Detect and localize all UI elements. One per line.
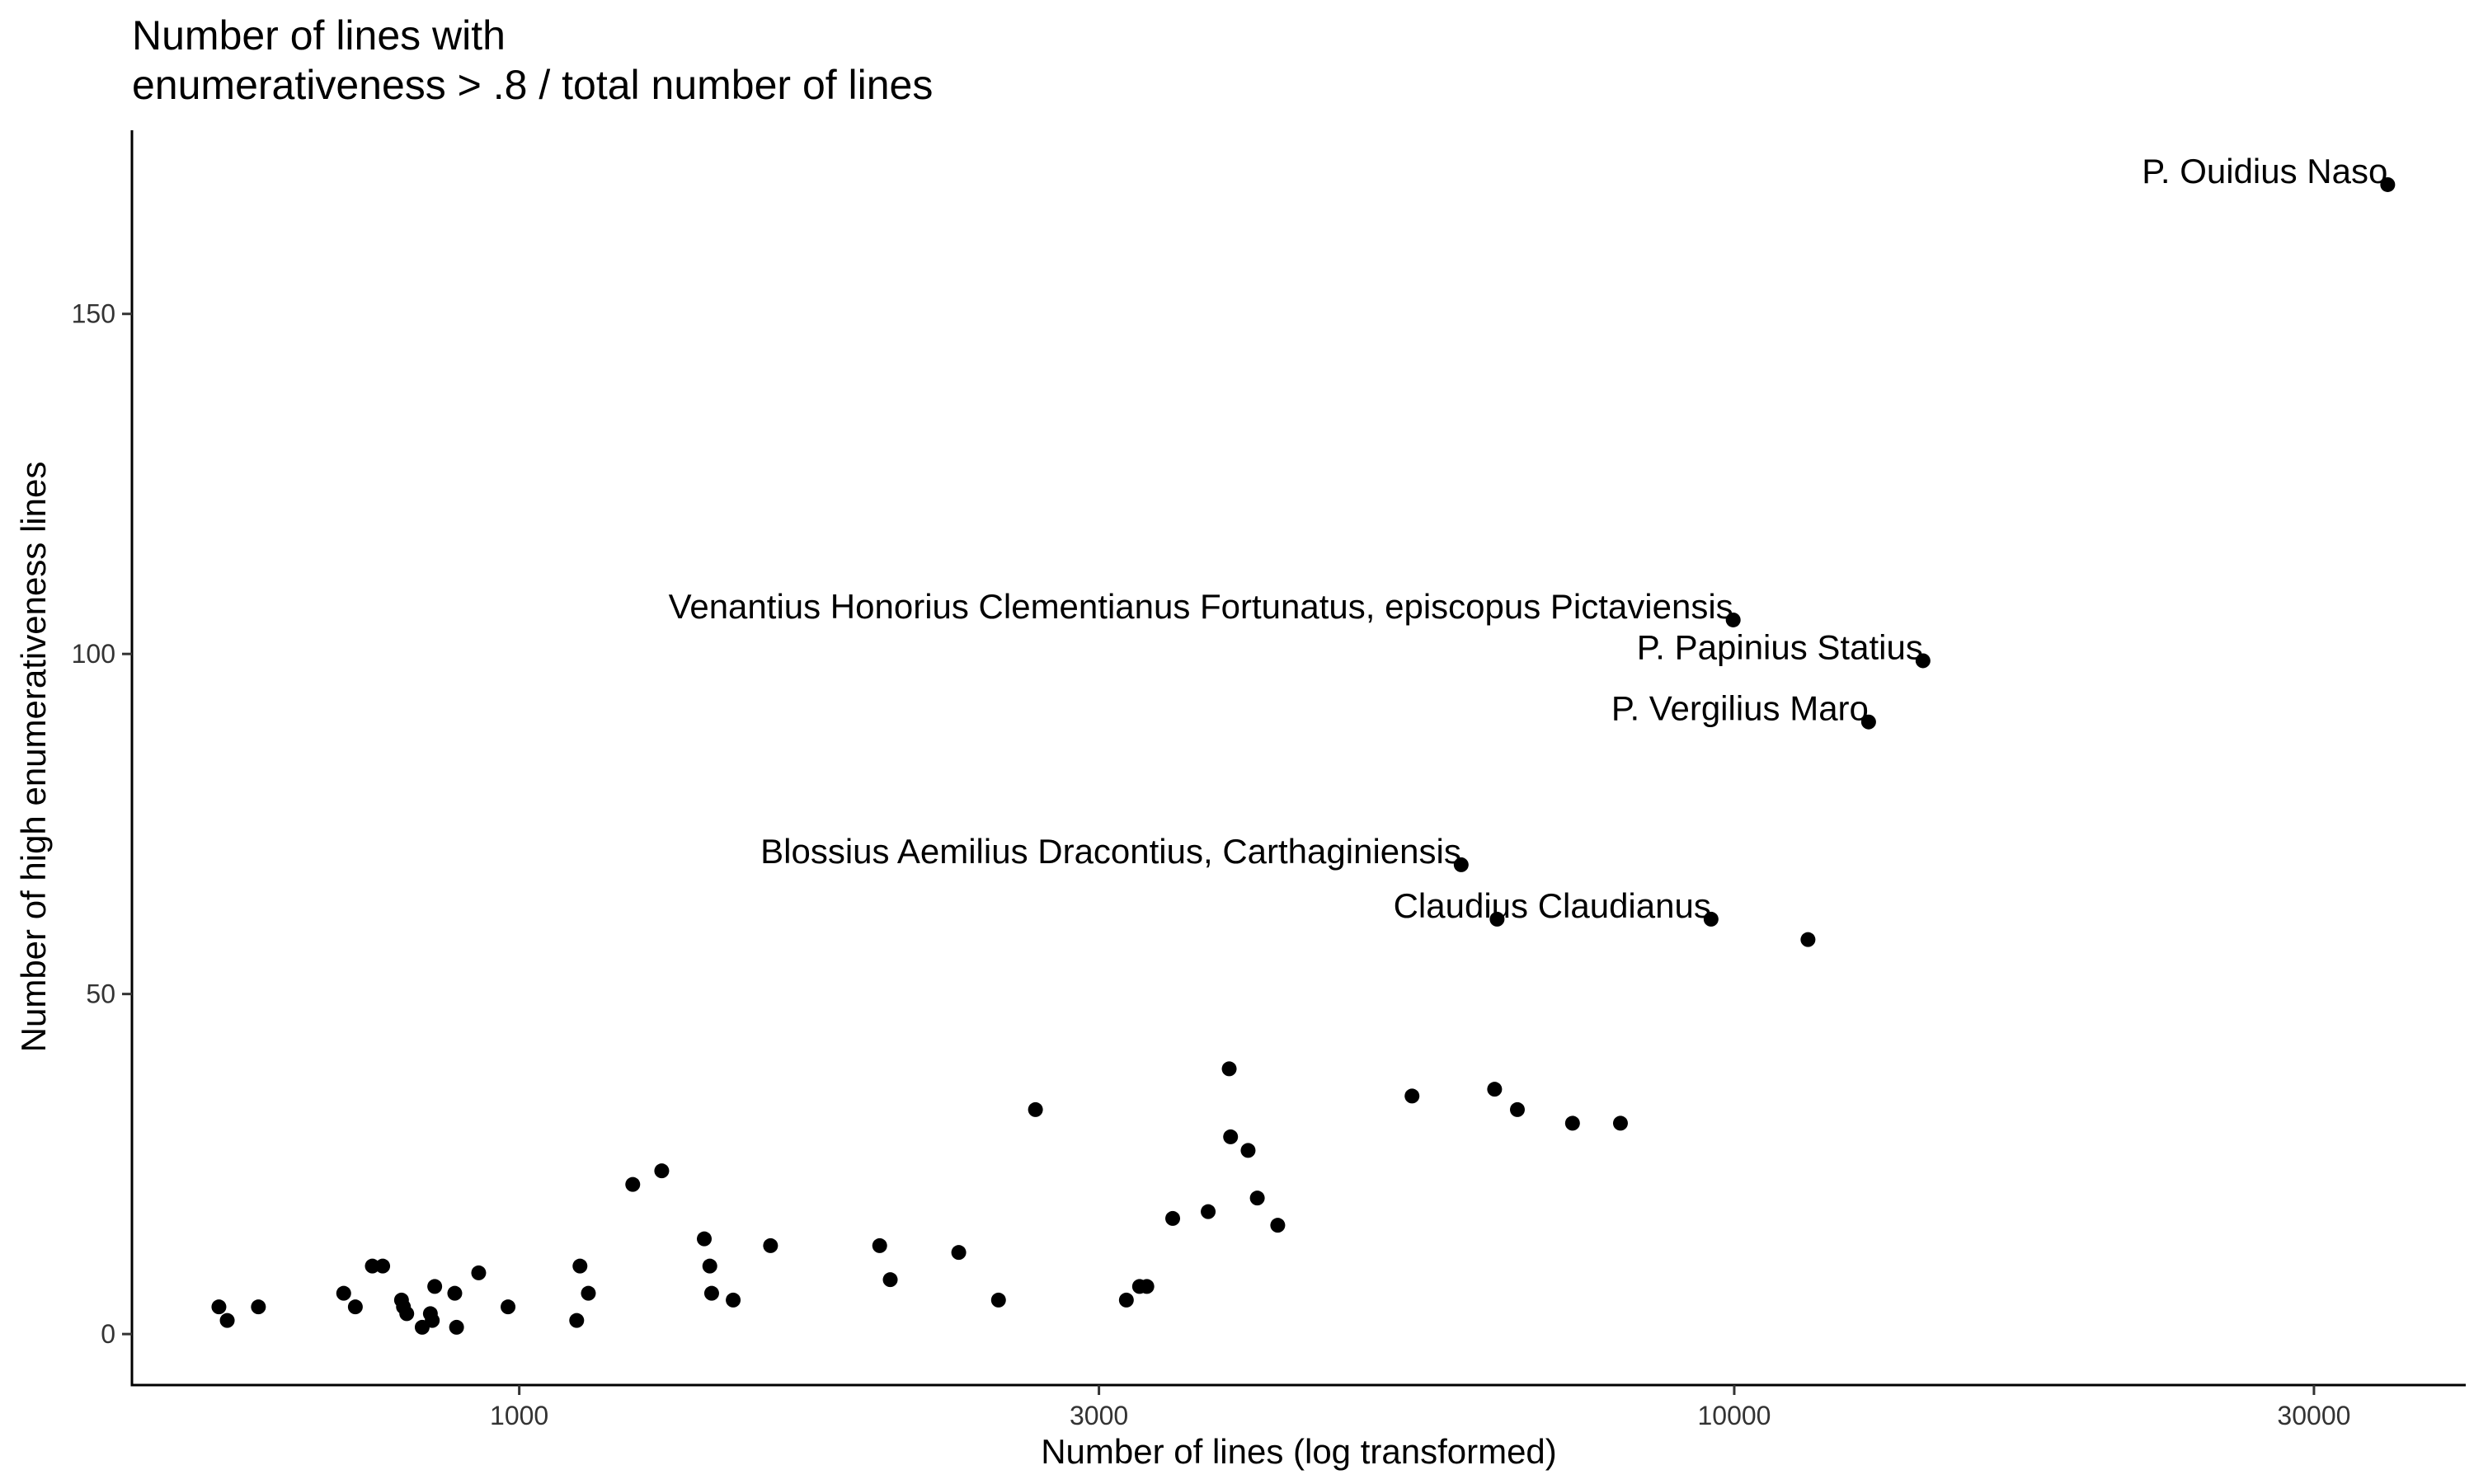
data-point bbox=[336, 1285, 351, 1301]
data-point bbox=[1201, 1204, 1216, 1219]
point-labels: P. Ouidius Naso Venantius Honorius Clemen… bbox=[669, 152, 2388, 925]
data-point bbox=[872, 1237, 887, 1253]
data-point bbox=[501, 1299, 516, 1315]
data-point bbox=[347, 1299, 363, 1315]
data-point bbox=[425, 1313, 440, 1328]
data-point bbox=[572, 1258, 588, 1274]
data-point bbox=[447, 1285, 463, 1301]
data-point bbox=[1404, 1088, 1420, 1104]
x-tick-label: 1000 bbox=[490, 1401, 548, 1430]
data-point bbox=[251, 1299, 266, 1315]
data-point bbox=[625, 1176, 641, 1192]
x-tick-label: 3000 bbox=[1070, 1401, 1128, 1430]
data-point bbox=[2380, 176, 2396, 192]
data-point bbox=[1509, 1101, 1525, 1117]
data-point bbox=[1139, 1279, 1155, 1294]
point-label: Claudius Claudianus bbox=[1394, 886, 1711, 925]
data-point bbox=[1118, 1292, 1134, 1308]
x-axis-label: Number of lines (log transformed) bbox=[1041, 1432, 1557, 1471]
data-point bbox=[1487, 1082, 1503, 1097]
y-tick-label: 100 bbox=[72, 639, 115, 669]
chart-title-line-2: enumerativeness > .8 / total number of l… bbox=[132, 62, 933, 108]
point-label: P. Vergilius Maro bbox=[1611, 689, 1869, 728]
y-tick-label: 150 bbox=[72, 299, 115, 329]
data-point bbox=[1249, 1190, 1265, 1206]
data-point bbox=[882, 1272, 898, 1288]
point-label: Venantius Honorius Clementianus Fortunat… bbox=[669, 587, 1733, 626]
x-ticks: 1000 3000 10000 30000 bbox=[490, 1385, 2350, 1430]
data-point bbox=[1725, 612, 1741, 627]
data-point bbox=[219, 1313, 235, 1328]
data-point bbox=[951, 1245, 967, 1261]
point-label: P. Ouidius Naso bbox=[2142, 152, 2387, 190]
data-point bbox=[1860, 714, 1876, 730]
data-point bbox=[1564, 1115, 1580, 1131]
data-point bbox=[1223, 1129, 1239, 1144]
data-point bbox=[990, 1292, 1006, 1308]
data-point bbox=[471, 1265, 487, 1280]
data-point bbox=[449, 1319, 464, 1335]
data-point bbox=[1221, 1061, 1237, 1077]
data-point bbox=[1489, 911, 1505, 927]
data-point bbox=[697, 1231, 713, 1247]
data-point bbox=[726, 1292, 741, 1308]
x-tick-label: 10000 bbox=[1697, 1401, 1771, 1430]
data-point bbox=[654, 1163, 670, 1179]
data-point bbox=[703, 1285, 719, 1301]
y-tick-label: 50 bbox=[86, 979, 115, 1009]
point-label: P. Papinius Statius bbox=[1637, 627, 1923, 666]
data-point bbox=[1453, 857, 1469, 872]
data-points bbox=[211, 176, 2396, 1335]
chart-title-line-1: Number of lines with bbox=[132, 12, 506, 59]
data-point bbox=[399, 1306, 415, 1322]
data-point bbox=[375, 1258, 391, 1274]
data-point bbox=[1703, 911, 1719, 927]
data-point bbox=[427, 1279, 443, 1294]
axes bbox=[130, 130, 2466, 1387]
data-point bbox=[1800, 932, 1816, 947]
data-point bbox=[763, 1237, 778, 1253]
data-point bbox=[569, 1313, 585, 1328]
data-point bbox=[581, 1285, 596, 1301]
data-point bbox=[1270, 1218, 1286, 1233]
point-label: Blossius Aemilius Dracontius, Carthagini… bbox=[760, 832, 1461, 871]
data-point bbox=[1915, 653, 1931, 669]
y-ticks: 0 50 100 150 bbox=[72, 299, 132, 1349]
x-tick-label: 30000 bbox=[2277, 1401, 2350, 1430]
data-point bbox=[365, 1258, 380, 1274]
y-axis-label: Number of high enumerativeness lines bbox=[14, 462, 53, 1053]
data-point bbox=[702, 1258, 717, 1274]
data-point bbox=[1165, 1210, 1181, 1226]
data-point bbox=[1240, 1143, 1256, 1158]
y-tick-label: 0 bbox=[101, 1319, 115, 1349]
data-point bbox=[1612, 1115, 1628, 1131]
data-point bbox=[211, 1299, 227, 1315]
data-point bbox=[1028, 1101, 1043, 1117]
